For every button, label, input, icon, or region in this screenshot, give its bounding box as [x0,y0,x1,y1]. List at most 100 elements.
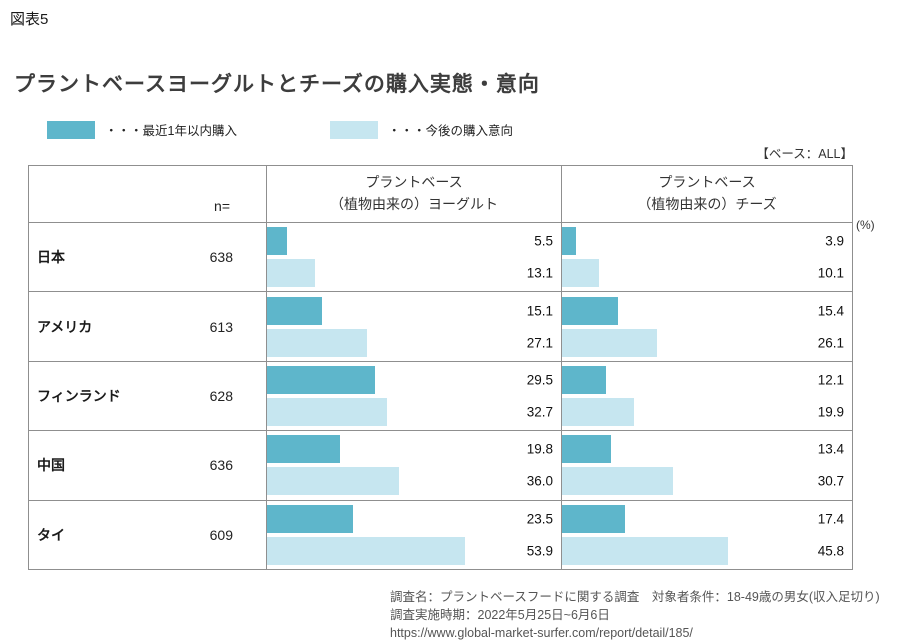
bar-value: 27.1 [526,335,553,351]
country-cell: タイ 609 [29,501,266,569]
n-column-label: n= [214,198,230,215]
legend-item-recent-purchase: ・・・最近1年以内購入 [47,120,237,139]
yogurt-bars-cell: 29.5 32.7 [266,361,561,431]
bar-value: 32.7 [526,404,553,420]
bar-row: 36.0 [267,467,561,496]
bar-row: 13.4 [562,435,852,464]
bar-row: 13.1 [267,259,561,288]
recent-purchase-bar [562,504,626,533]
table-row: アメリカ 613 15.1 27.1 15.4 26.1 [29,292,852,362]
bar-value: 45.8 [817,543,844,559]
bar-row: 26.1 [562,328,852,357]
recent-purchase-bar [562,227,577,256]
future-intent-bar [562,467,674,496]
legend-item-future-intent: ・・・今後の購入意向 [330,120,513,139]
bar-row: 10.1 [562,259,852,288]
n-value: 609 [209,526,233,543]
future-intent-bar [562,259,599,288]
bar-value: 10.1 [817,265,844,281]
bar-value: 15.4 [817,303,844,319]
future-intent-bar [562,536,729,565]
n-value: 628 [209,388,233,405]
header-cheese-line2: （植物由来の）チーズ [637,196,777,212]
future-intent-bar [562,398,635,427]
bar-value: 13.1 [526,265,553,281]
header-yogurt-line2: （植物由来の）ヨーグルト [330,196,498,212]
cheese-bars-cell: 3.9 10.1 [561,223,852,292]
bar-value: 36.0 [526,473,553,489]
legend-swatch-recent-purchase [47,120,95,139]
future-intent-bar [267,467,400,496]
country-label: アメリカ [37,318,93,335]
bar-value: 19.9 [817,404,844,420]
table-row: 中国 636 19.8 36.0 13.4 30.7 [29,431,852,501]
bar-row: 19.9 [562,398,852,427]
yogurt-bars-cell: 19.8 36.0 [266,431,561,500]
bar-value: 23.5 [526,511,553,527]
legend-label-future-intent: ・・・今後の購入意向 [388,124,514,138]
bar-row: 30.7 [562,467,852,496]
future-intent-bar [267,536,466,565]
source-url: https://www.global-market-surfer.com/rep… [390,626,693,641]
recent-purchase-bar [267,504,354,533]
recent-purchase-bar [562,435,611,464]
bar-row: 5.5 [267,227,561,256]
future-intent-bar [267,398,388,427]
header-country-n-cell: n= [29,166,266,222]
survey-period: 調査実施時期：2022年5月25日~6月6日 [390,608,610,623]
bar-value: 26.1 [817,335,844,351]
table-body: 日本 638 5.5 13.1 3.9 10.1 アメリカ 613 15.1 27.1 15.4 26… [29,223,852,570]
table-row: 日本 638 5.5 13.1 3.9 10.1 [29,223,852,293]
future-intent-bar [267,328,367,357]
recent-purchase-bar [267,227,288,256]
bar-value: 12.1 [817,372,844,388]
country-label: フィンランド [37,388,121,405]
bar-value: 53.9 [526,543,553,559]
cheese-bars-cell: 15.4 26.1 [561,292,852,361]
data-table: n= プラントベース （植物由来の）ヨーグルト プラントベース （植物由来の）チ… [28,165,853,570]
bar-row: 15.1 [267,296,561,325]
header-yogurt-line1: プラントベース [365,174,463,191]
country-label: 日本 [37,249,65,266]
n-value: 636 [209,457,233,474]
cheese-bars-cell: 12.1 19.9 [561,361,852,431]
bar-row: 3.9 [562,227,852,256]
country-cell: フィンランド 628 [29,362,266,430]
country-cell: 日本 638 [29,223,266,291]
bar-row: 17.4 [562,504,852,533]
header-cheese-line1: プラントベース [658,174,756,191]
yogurt-bars-cell: 5.5 13.1 [266,223,561,292]
recent-purchase-bar [267,366,376,395]
table-header: n= プラントベース （植物由来の）ヨーグルト プラントベース （植物由来の）チ… [29,166,852,223]
recent-purchase-bar [267,435,340,464]
bar-value: 13.4 [817,441,844,457]
bar-row: 29.5 [267,366,561,395]
bar-row: 45.8 [562,536,852,565]
yogurt-bars-cell: 15.1 27.1 [266,292,561,361]
header-cheese: プラントベース （植物由来の）チーズ [561,166,852,222]
survey-name: 調査名：プラントベースフードに関する調査 対象者条件：18-49歳の男女(収入足… [390,590,880,604]
recent-purchase-bar [267,296,323,325]
bar-row: 23.5 [267,504,561,533]
yogurt-bars-cell: 23.5 53.9 [266,500,561,570]
country-label: 中国 [37,457,65,474]
bar-value: 3.9 [825,233,844,249]
bar-value: 15.1 [526,303,553,319]
bar-value: 19.8 [526,441,553,457]
cheese-bars-cell: 13.4 30.7 [561,431,852,500]
figure-label: 図表5 [10,11,49,28]
country-label: タイ [37,526,65,543]
footer: 調査名：プラントベースフードに関する調査 対象者条件：18-49歳の男女(収入足… [390,588,880,642]
table-row: フィンランド 628 29.5 32.7 12.1 19.9 [29,361,852,432]
country-cell: アメリカ 613 [29,292,266,360]
page-title: プラントベースヨーグルトとチーズの購入実態・意向 [14,73,540,96]
country-cell: 中国 636 [29,431,266,499]
bar-row: 15.4 [562,296,852,325]
bar-row: 27.1 [267,328,561,357]
bar-row: 19.8 [267,435,561,464]
bar-row: 12.1 [562,366,852,395]
percent-unit-label: (%) [856,218,875,232]
table-row: タイ 609 23.5 53.9 17.4 45.8 [29,500,852,570]
recent-purchase-bar [562,296,618,325]
legend-label-recent-purchase: ・・・最近1年以内購入 [105,124,237,138]
